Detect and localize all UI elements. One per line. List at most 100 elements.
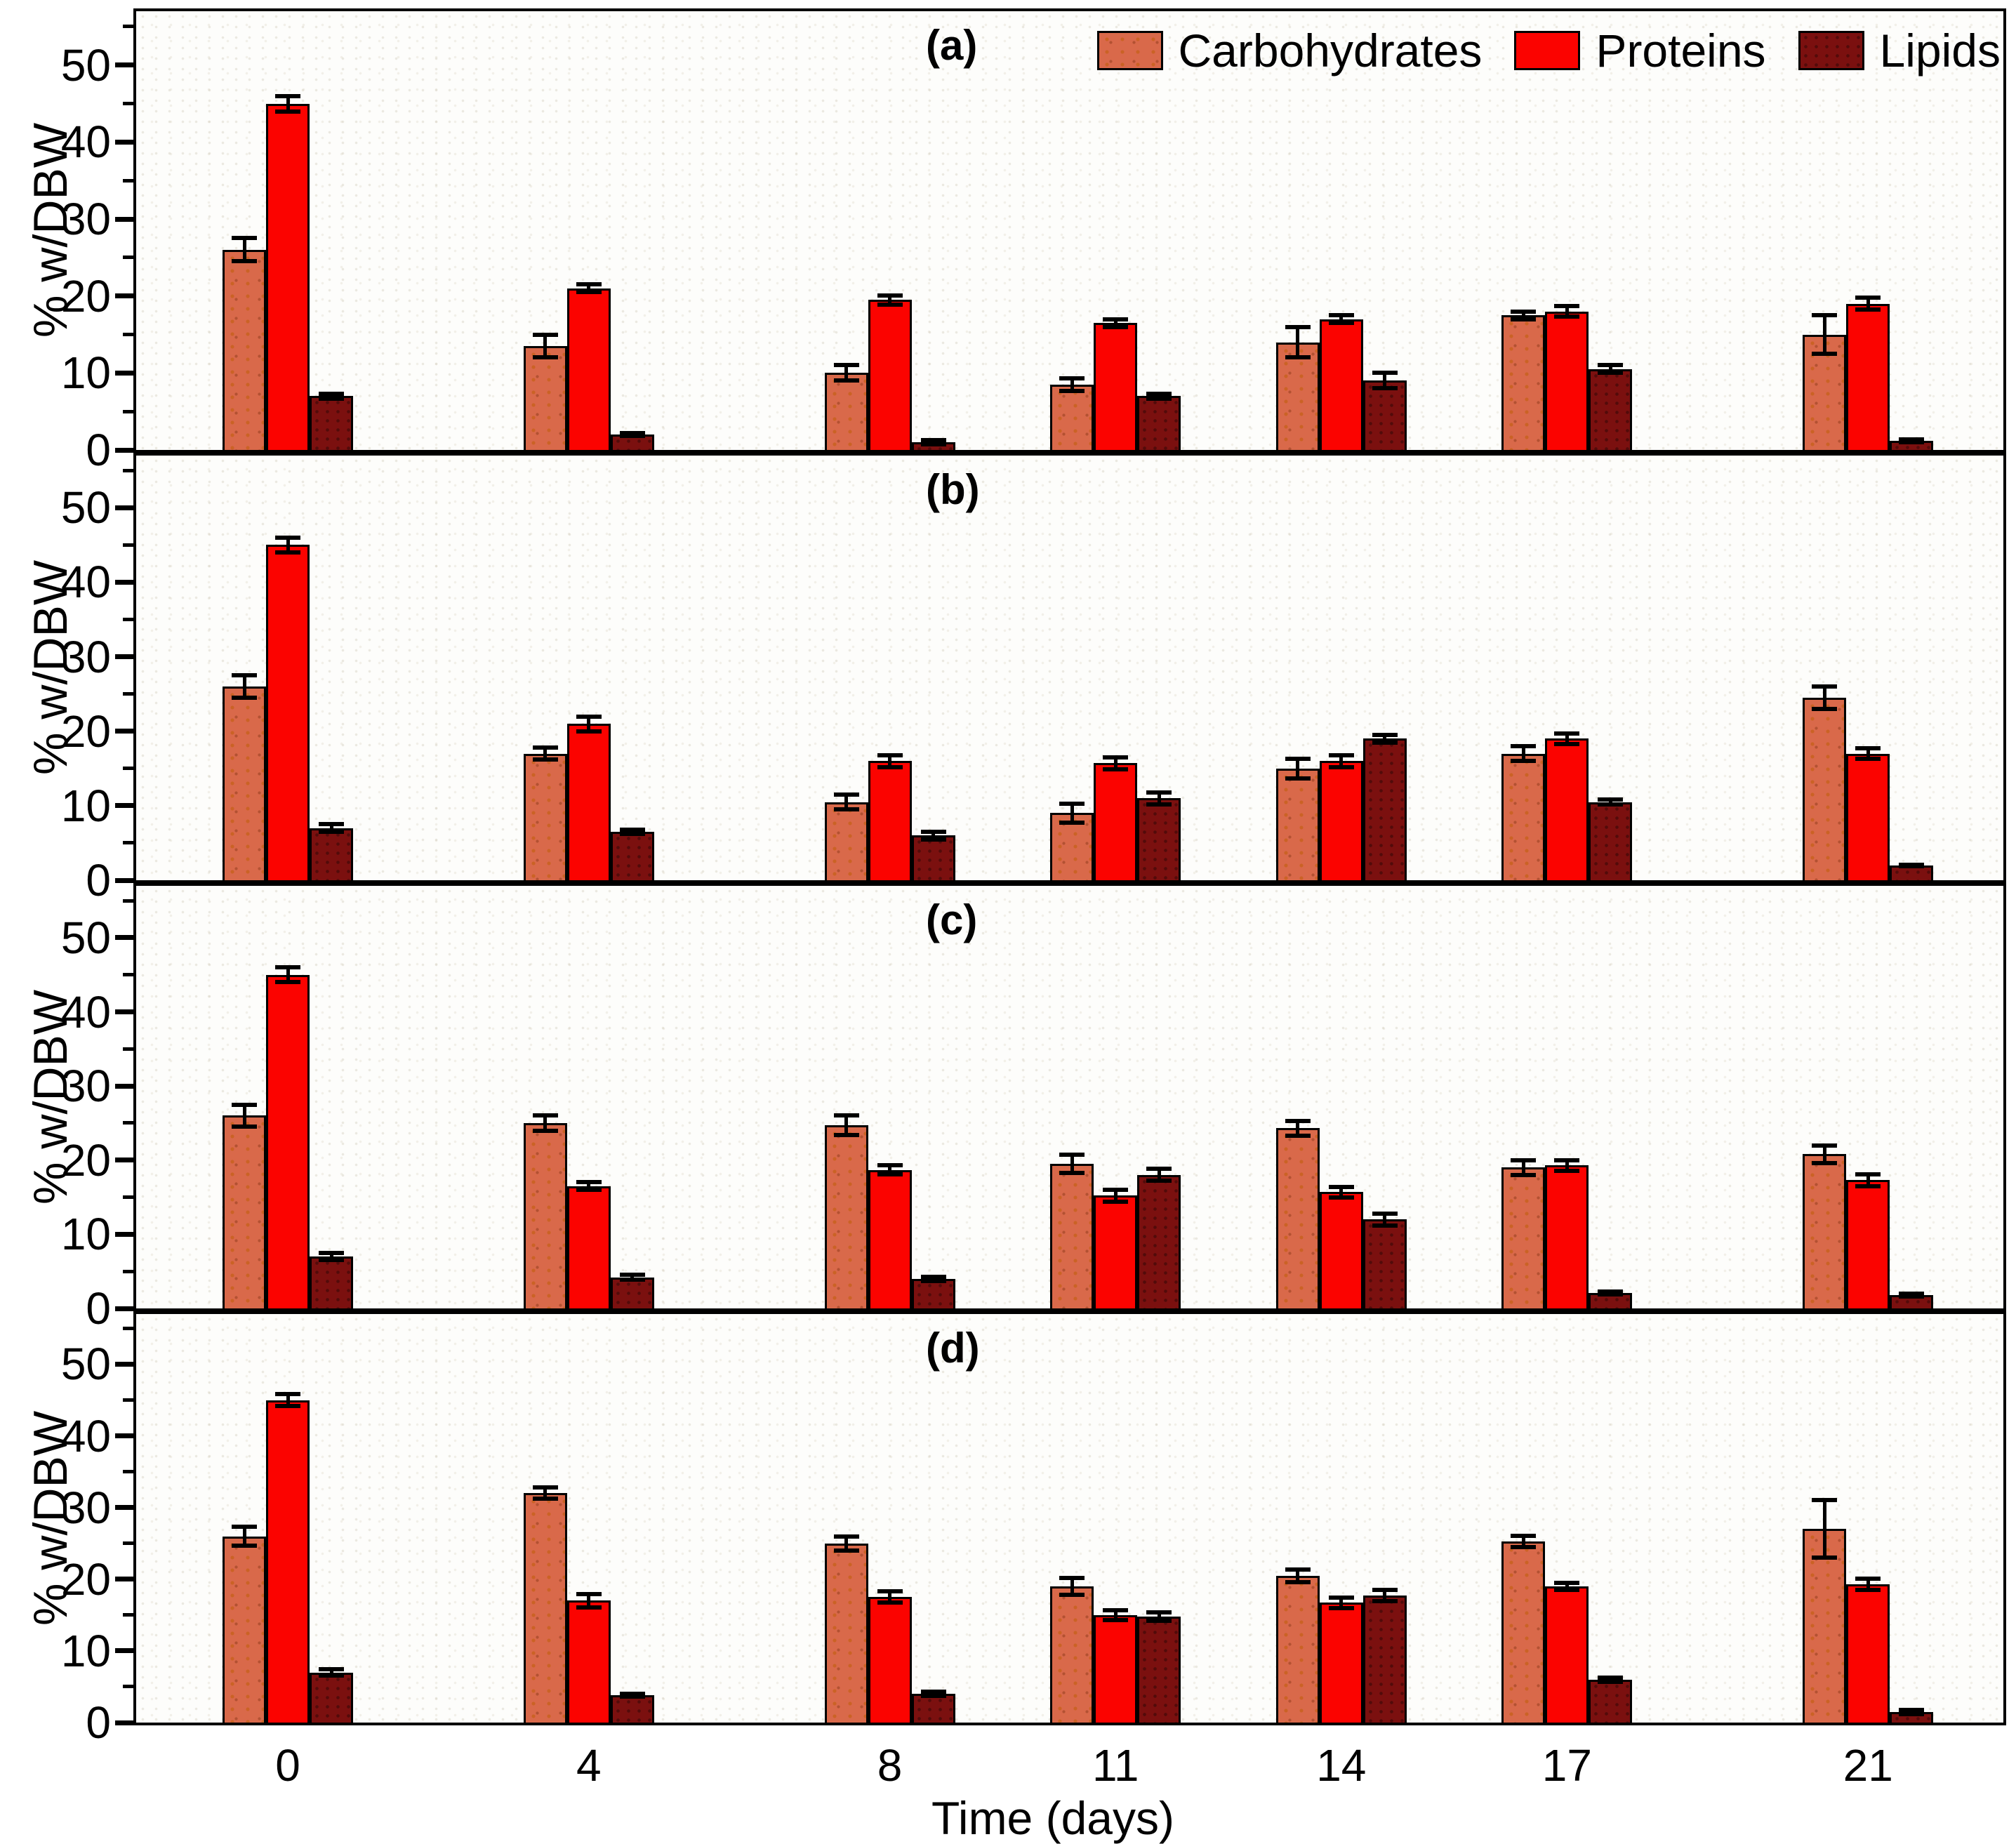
y-tick-label: 0 [86,855,111,906]
error-bar-cap [1899,1294,1925,1299]
error-bar-cap [833,792,859,797]
error-bar [844,1115,849,1135]
error-bar-cap [532,332,558,337]
error-bar-cap [1146,790,1172,795]
error-bar-cap [1059,1170,1085,1175]
error-bar [1383,373,1387,389]
error-bar [1521,1160,1525,1175]
carbohydrates-bar [1275,1128,1320,1308]
error-bar [1113,1190,1118,1202]
carbohydrates-bar [1803,1529,1847,1723]
lipids-bar [1362,738,1407,880]
error-bar-cap [1059,821,1085,825]
error-bar-cap [319,830,344,835]
y-minor-tick [123,692,133,696]
error-bar-cap [1059,1575,1085,1580]
proteins-bar [1846,303,1890,450]
panel-label: (b) [926,466,980,513]
error-bar-cap [1328,321,1354,326]
y-tick-label: 10 [60,1209,111,1260]
y-tick-label: 40 [60,1410,111,1461]
error-bar-cap [1554,1580,1580,1585]
proteins-swatch-icon [1514,31,1581,70]
legend: Carbohydrates Proteins Lipids [1096,24,2001,77]
y-major-tick [115,293,133,299]
error-bar-cap [920,1278,946,1283]
proteins-bar [566,724,611,880]
error-bar-cap [619,1692,645,1697]
error-bar-cap [1598,363,1624,368]
error-bar-cap [1372,1211,1398,1216]
error-bar-cap [920,837,946,842]
error-bar [1565,1582,1569,1591]
lipids-bar [911,835,955,880]
error-bar-cap [576,282,602,287]
error-bar-cap [1328,313,1354,318]
error-bar-cap [1059,1153,1085,1158]
error-bar-cap [232,1543,257,1548]
lipids-bar [310,1256,353,1308]
carbohydrates-bar [1275,1575,1320,1723]
lipids-bar [610,1695,654,1723]
error-bar-cap [833,1132,859,1137]
error-bar-cap [275,965,300,970]
error-bar-cap [319,822,344,827]
y-tick-label: 30 [60,631,111,682]
error-bar [931,832,936,840]
error-bar [931,1692,936,1697]
proteins-bar [1545,738,1589,880]
panel-d: (d) [133,1311,2006,1725]
proteins-bar [1094,1195,1138,1308]
error-bar [1383,1213,1387,1226]
error-bar [1339,755,1344,767]
error-bar-cap [532,1113,558,1118]
error-bar [1866,1578,1870,1591]
error-bar [844,794,849,810]
error-bar-cap [1855,1183,1881,1188]
error-bar-cap [1511,759,1537,764]
error-bar [888,1165,892,1174]
error-bar [587,1594,591,1607]
y-minor-tick [123,1121,133,1125]
error-bar [1383,735,1387,743]
y-minor-tick [123,25,133,29]
error-bar-cap [319,1673,344,1678]
carbohydrates-bar [1803,1154,1847,1308]
error-bar-cap [1103,1607,1129,1612]
x-tick-label: 17 [1541,1740,1592,1791]
legend-item-lipids: Lipids [1798,24,2001,77]
carbohydrates-bar [824,373,868,450]
y-tick-label: 50 [60,482,111,533]
error-bar-cap [1855,307,1881,312]
panel-label: (c) [926,896,978,943]
error-bar [888,295,892,305]
error-bar [1608,365,1612,373]
error-bar [931,1276,936,1281]
panel-label: (d) [926,1325,980,1372]
error-bar [1822,1145,1826,1163]
proteins-bar [868,300,912,450]
error-bar-cap [275,1403,300,1408]
error-bar-cap [1899,1707,1925,1712]
error-bar [1070,378,1074,391]
error-bar-cap [1103,1618,1129,1622]
y-minor-tick [123,1613,133,1617]
error-bar-cap [1812,351,1838,356]
error-bar [1157,792,1161,804]
error-bar-cap [319,396,344,401]
error-bar [587,284,591,293]
error-bar-cap [275,93,300,98]
lipids-bar [610,832,654,880]
y-major-tick [115,1433,133,1439]
error-bar-cap [1899,1711,1925,1716]
legend-label-proteins: Proteins [1596,25,1766,77]
error-bar [1070,1155,1074,1173]
error-bar-cap [877,302,903,307]
error-bar [242,675,246,698]
lipids-bar [911,1694,955,1723]
error-bar-cap [1899,437,1925,442]
error-bar-cap [1328,1195,1354,1200]
error-bar [1822,1500,1826,1558]
error-bar [1565,733,1569,744]
